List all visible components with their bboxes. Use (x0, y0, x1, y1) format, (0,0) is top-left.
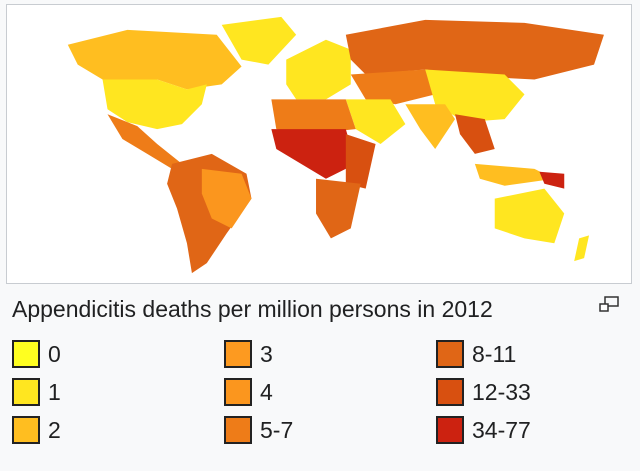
legend-item: 1 (12, 378, 61, 406)
legend-item: 12-33 (436, 378, 531, 406)
legend-label: 1 (48, 378, 61, 405)
legend-swatch (436, 378, 464, 406)
region-canada (67, 29, 242, 90)
world-map[interactable] (6, 4, 632, 284)
legend-swatch (12, 378, 40, 406)
region-usa (102, 79, 207, 130)
region-china (425, 69, 525, 123)
legend-label: 5-7 (260, 416, 294, 443)
region-middle-east (345, 99, 406, 144)
legend-item: 5-7 (224, 416, 293, 444)
region-greenland (221, 16, 297, 65)
legend-swatch (224, 378, 252, 406)
region-australia (494, 188, 565, 244)
legend-label: 2 (48, 416, 61, 443)
region-new-zealand (574, 235, 590, 262)
legend-label: 8-11 (472, 340, 517, 367)
region-india (405, 104, 456, 149)
legend-swatch (12, 340, 40, 368)
map-caption: Appendicitis deaths per million persons … (12, 296, 493, 322)
region-russia (345, 19, 604, 80)
magnify-clip-icon[interactable] (598, 296, 620, 314)
legend-label: 12-33 (472, 378, 531, 405)
region-east-africa (345, 134, 376, 189)
legend-item: 3 (224, 340, 273, 368)
region-north-africa (271, 99, 356, 135)
legend-label: 3 (260, 340, 273, 367)
region-brazil (201, 168, 252, 229)
choropleth-map (67, 16, 604, 274)
legend-item: 2 (12, 416, 61, 444)
legend-swatch (12, 416, 40, 444)
legend-item: 4 (224, 378, 273, 406)
region-west-central-africa (271, 129, 356, 179)
legend-swatch (224, 340, 252, 368)
legend-item: 8-11 (436, 340, 516, 368)
legend-label: 0 (48, 340, 61, 367)
legend-swatch (436, 416, 464, 444)
legend-swatch (436, 340, 464, 368)
legend-swatch (224, 416, 252, 444)
region-papua (539, 171, 565, 189)
legend-label: 4 (260, 378, 273, 405)
region-mexico-central (107, 114, 182, 169)
legend-item: 34-77 (436, 416, 531, 444)
region-southern-africa (316, 178, 361, 239)
region-europe (286, 39, 351, 100)
region-indonesia (474, 163, 555, 186)
legend-item: 0 (12, 340, 61, 368)
region-southeast-asia (455, 114, 495, 154)
region-central-asia (350, 69, 436, 105)
legend-label: 34-77 (472, 416, 531, 443)
